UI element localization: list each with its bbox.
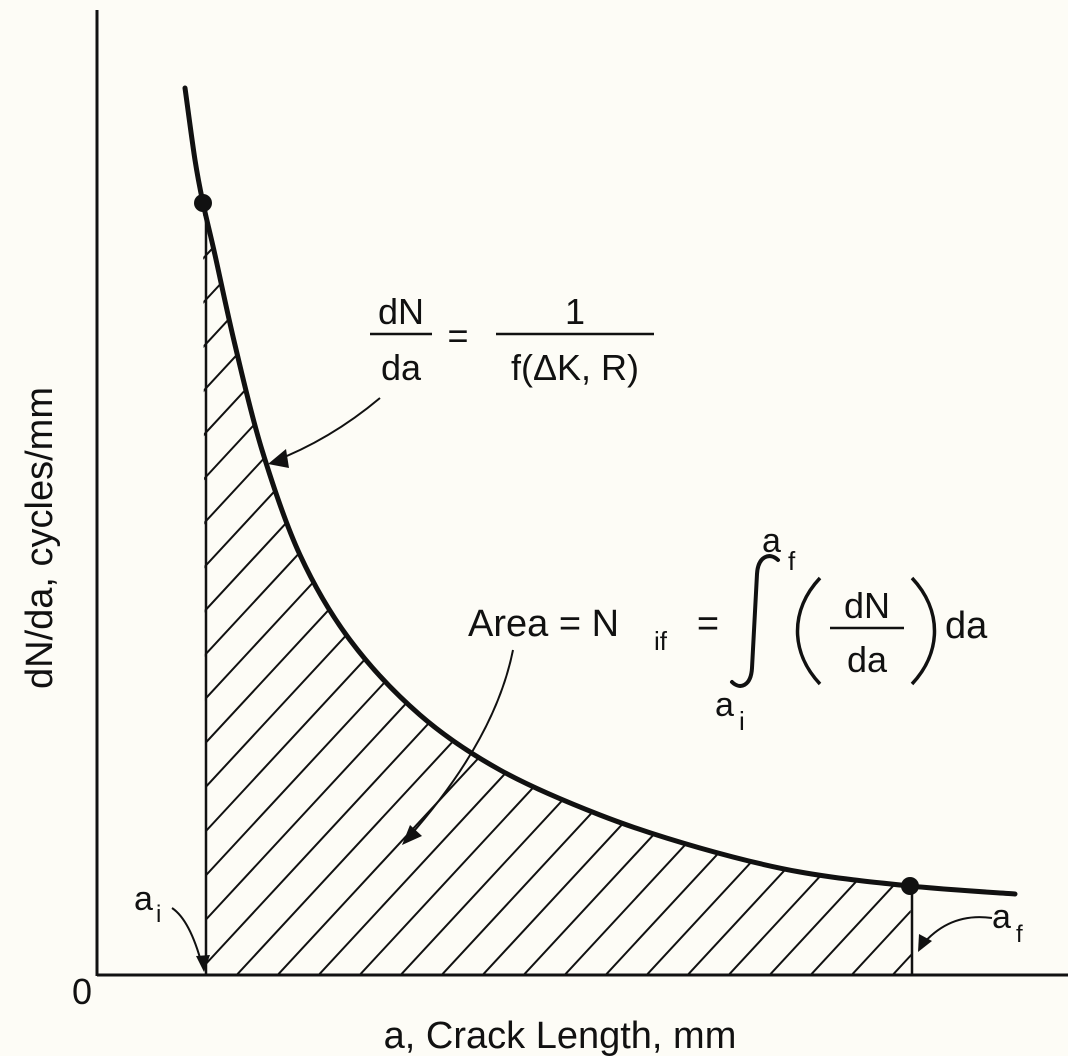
hatch-line — [203, 203, 746, 975]
af-point — [901, 877, 919, 895]
hatch-line — [203, 203, 912, 975]
eq1-equals: = — [447, 315, 468, 356]
hatch-line — [846, 203, 912, 975]
origin-label: 0 — [72, 971, 92, 1012]
y-axis-label: dN/da, cycles/mm — [19, 387, 61, 689]
eq2-prefix-subscript: if — [654, 626, 668, 656]
integrand-right-paren — [910, 576, 937, 686]
integrand-denominator: da — [847, 639, 888, 680]
ai-point — [194, 194, 212, 212]
ai-label-base: a — [134, 880, 153, 918]
eq2-equals: = — [697, 603, 719, 645]
x-axis-label: a, Crack Length, mm — [384, 1015, 737, 1056]
hatched-area — [0, 116, 1068, 980]
hatch-line — [0, 116, 7, 980]
eq2-prefix: Area = N — [468, 603, 619, 645]
hatch-line — [559, 203, 912, 975]
ai-leader-arrowhead — [196, 955, 210, 972]
hatch-line — [203, 203, 664, 975]
curve-equation: dN da = 1 f(ΔK, R) — [370, 291, 654, 388]
integrand-differential: da — [945, 605, 988, 647]
area-leader-arrowhead — [402, 825, 422, 845]
integrand-numerator: dN — [844, 585, 890, 626]
hatch-line — [203, 203, 869, 975]
hatch-line — [764, 203, 912, 975]
hatch-line — [887, 203, 912, 975]
eq1-lhs-numerator: dN — [378, 291, 424, 332]
af-leader-arrow — [921, 916, 993, 946]
hatch-line — [231, 203, 912, 975]
integral-upper-limit: a — [762, 522, 781, 560]
hatch-line — [1011, 116, 1068, 980]
hatch-line — [203, 203, 582, 975]
integral-lower-subscript: i — [739, 706, 745, 736]
af-marker-label: a f — [992, 898, 1023, 948]
ai-marker-label: a i — [134, 880, 161, 928]
curve-leader-arrow — [271, 397, 381, 463]
eq1-lhs-denominator: da — [381, 347, 422, 388]
area-leader-arrow — [407, 649, 514, 839]
integral-lower-limit: a — [715, 686, 734, 724]
ai-label-subscript: i — [156, 901, 161, 928]
integrand-left-paren — [795, 576, 822, 686]
hatch-line — [970, 116, 1068, 980]
af-label-subscript: f — [1016, 921, 1023, 948]
dn-da-curve — [182, 85, 1018, 897]
hatch-line — [203, 203, 912, 975]
hatch-line — [805, 203, 912, 975]
hatch-line — [436, 203, 912, 975]
af-label-base: a — [992, 898, 1011, 936]
hatch-line — [272, 203, 912, 975]
integral-sign — [730, 554, 780, 688]
eq1-rhs-numerator: 1 — [565, 291, 585, 332]
af-leader-arrowhead — [918, 934, 932, 952]
integral-upper-subscript: f — [788, 546, 796, 576]
hatch-line — [600, 203, 912, 975]
hatch-line — [203, 203, 418, 975]
curve-leader-arrowhead — [268, 449, 289, 468]
hatch-line — [1052, 116, 1068, 980]
hatch-line — [682, 203, 912, 975]
eq1-rhs-denominator: f(ΔK, R) — [511, 347, 639, 388]
hatch-line — [395, 203, 912, 975]
hatch-line — [313, 203, 912, 975]
hatch-line — [203, 203, 500, 975]
hatch-line — [929, 116, 1068, 980]
area-equation: Area = N if = a f a i dN da da — [468, 522, 988, 736]
